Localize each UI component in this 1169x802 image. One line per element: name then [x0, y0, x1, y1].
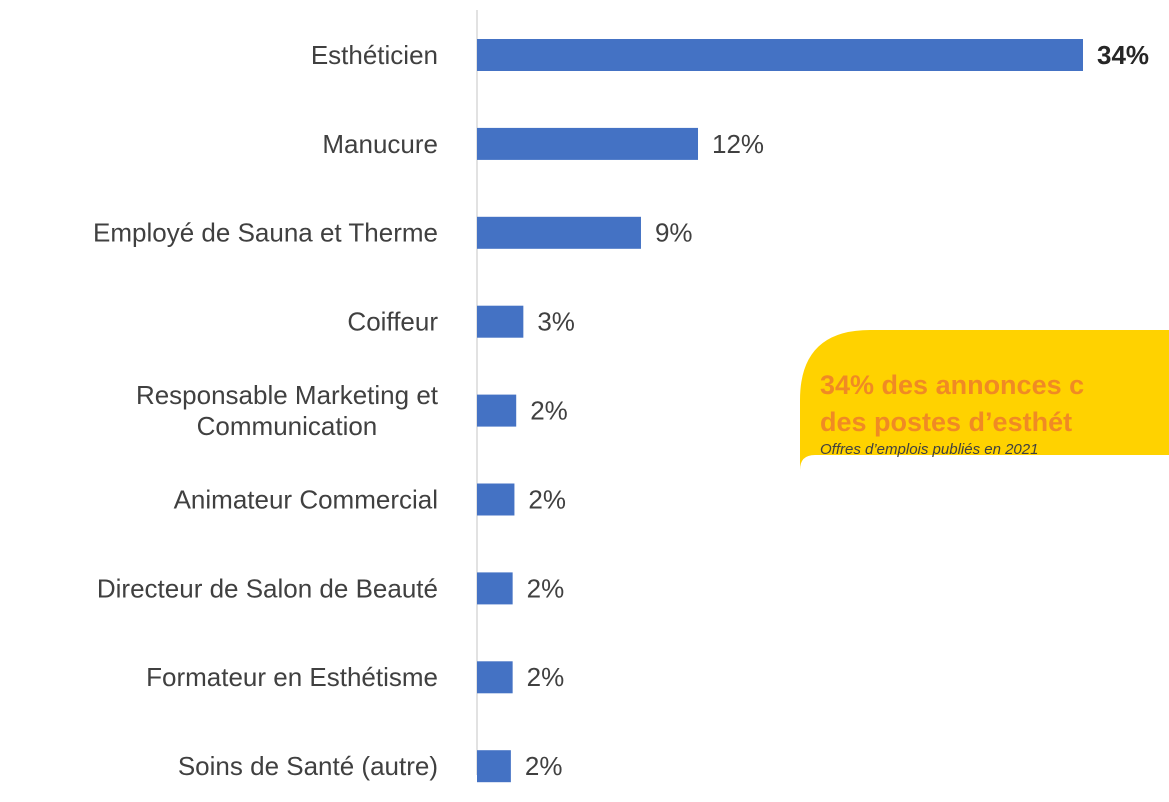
category-label: Coiffeur — [347, 307, 438, 337]
callout-line: des postes d’esthét — [820, 407, 1072, 437]
value-label: 2% — [527, 662, 565, 692]
category-label: Employé de Sauna et Therme — [93, 218, 438, 248]
bar — [477, 394, 517, 427]
callout-box — [800, 330, 1169, 470]
bar — [477, 750, 511, 783]
value-label: 9% — [655, 218, 693, 248]
value-label: 3% — [537, 307, 575, 337]
category-label: Esthéticien — [311, 40, 438, 70]
value-label: 2% — [525, 751, 563, 781]
bar — [477, 305, 524, 338]
category-label: Manucure — [322, 129, 438, 159]
value-label: 2% — [530, 395, 568, 425]
value-label: 2% — [528, 484, 566, 514]
value-label: 2% — [527, 573, 565, 603]
bar — [477, 661, 513, 694]
callout-note: Offres d’emplois publiés en 2021 — [820, 441, 1038, 458]
bar — [477, 39, 1083, 71]
bar — [477, 483, 515, 516]
value-label: 34% — [1097, 40, 1149, 70]
value-label: 12% — [712, 129, 764, 159]
bar — [477, 127, 699, 160]
category-label: Directeur de Salon de Beauté — [97, 573, 438, 603]
bar — [477, 216, 641, 249]
category-label: Formateur en Esthétisme — [146, 662, 438, 692]
category-label: Responsable Marketing et Communication — [136, 380, 439, 441]
callout-line: 34% des annonces c — [820, 370, 1084, 400]
bar — [477, 572, 513, 605]
category-label: Soins de Santé (autre) — [178, 751, 438, 781]
category-label: Animateur Commercial — [174, 484, 438, 514]
